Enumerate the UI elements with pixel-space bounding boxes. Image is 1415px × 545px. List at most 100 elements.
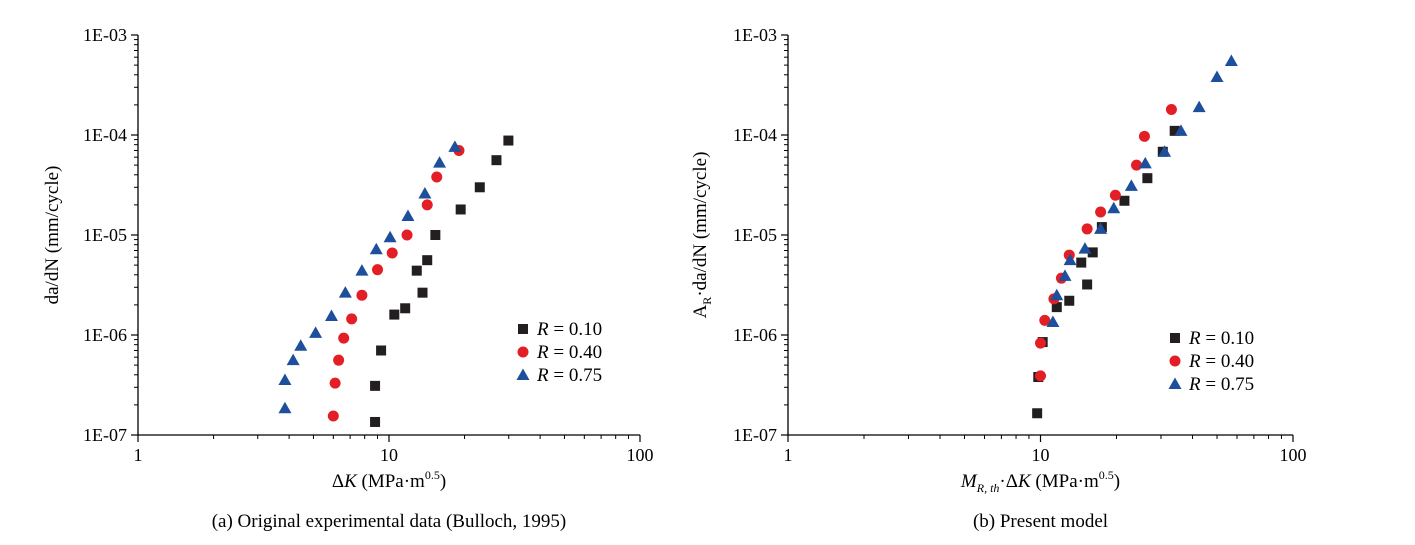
data-point-triangle [286,353,300,366]
data-point-square [1087,247,1098,258]
data-point-triangle [1158,145,1172,157]
data-point-triangle [355,264,369,276]
y-tick-label: 1E-03 [83,25,127,45]
data-point-square [1064,295,1075,306]
data-point-triangle [1210,70,1224,83]
data-point-square [417,287,428,298]
data-point-square [422,255,433,266]
x-label-text: ) [1114,471,1120,492]
data-point-circle [1138,130,1150,142]
x-tick-label: 100 [627,445,654,465]
data-point-square [1082,279,1093,290]
legend-marker-triangle [1168,377,1182,389]
data-point-triangle [1094,222,1108,234]
x-label-symbol: K [1017,471,1032,492]
data-point-triangle [1174,124,1188,136]
data-point-triangle [1078,242,1092,254]
data-point-triangle [278,373,292,385]
y-tick-label: 1E-06 [83,325,127,345]
legend-label: R = 0.75 [536,365,602,386]
x-label-superscript: 0.5 [425,468,440,482]
data-point-triangle [383,230,397,243]
legend-text: = 0.10 [549,319,602,340]
data-point-circle [338,332,350,344]
panel-caption: (a) Original experimental data (Bulloch,… [212,511,567,532]
data-point-circle [401,229,413,241]
x-label-text: ·Δ [999,471,1018,492]
x-label-superscript: 0.5 [1099,468,1114,482]
y-tick-label: 1E-05 [83,225,127,245]
data-point-square [455,204,466,215]
x-label-subscript: R, th [976,481,1000,495]
data-point-triangle [433,156,447,168]
data-point-triangle [418,187,432,199]
legend-symbol: R [536,365,549,386]
y-axis-label: da/dN (mm/cycle) [42,166,63,305]
data-point-triangle [369,242,383,255]
data-point-square [411,265,422,276]
data-point-square [1051,302,1062,313]
data-point-circle [1109,189,1121,201]
x-label-symbol: K [343,471,358,492]
x-tick-label: 100 [1280,445,1307,465]
x-tick-label: 10 [380,445,398,465]
data-point-triangle [294,339,308,351]
y-label-text: ·da/dN (mm/cycle) [690,152,711,297]
y-label-text: A [690,304,711,318]
data-point-circle [386,247,398,259]
x-label-text: (MPa·m [1031,471,1099,492]
data-point-circle [333,354,345,366]
x-label-text: ) [440,471,446,492]
x-tick-label: 1 [784,445,793,465]
data-point-triangle [401,209,415,221]
legend-symbol: R [536,319,549,340]
x-tick-label: 1 [134,445,143,465]
legend-text: = 0.75 [1201,374,1254,395]
x-label-text: Δ [332,471,344,492]
panel-a: 1E-07 1E-06 1E-05 1E-04 1E-03 1 10 100 ΔK (MPa·m… [42,25,654,532]
data-point-circle [1035,337,1046,349]
y-tick-label: 1E-03 [733,25,777,45]
panel-b: 1E-07 1E-06 1E-05 1E-04 1E-03 1 10 100 MR, th·ΔK… [690,25,1307,532]
data-point-square [1119,195,1130,206]
x-axis-label: MR, th·ΔK (MPa·m0.5) [960,468,1120,495]
data-point-square [400,303,411,314]
legend-symbol: R [1188,374,1201,395]
data-point-square [503,135,514,146]
y-tick-label: 1E-07 [83,425,127,445]
data-point-circle [1095,206,1107,218]
legend-text: = 0.75 [549,365,602,386]
legend-text: = 0.40 [549,342,602,363]
series-triangle [278,140,462,414]
x-tick-label: 10 [1032,445,1050,465]
legend-label: R = 0.40 [536,342,602,363]
legend-symbol: R [1188,351,1201,372]
series-circle [327,144,465,422]
data-point-triangle [1063,253,1077,266]
data-point-triangle [1124,179,1138,191]
legend-marker-circle [1169,355,1181,367]
data-point-circle [1165,103,1177,115]
legend-marker-triangle [516,368,530,380]
data-point-square [491,155,502,166]
data-point-square [474,182,485,193]
data-point-circle [346,313,358,325]
data-point-circle [1035,370,1046,382]
data-point-circle [431,171,443,183]
legend-marker-square [1170,333,1180,343]
y-tick-label: 1E-04 [83,125,127,145]
data-point-triangle [338,286,352,298]
x-label-symbol: M [960,471,978,492]
panel-caption: (b) Present model [973,511,1108,532]
data-point-circle [372,264,384,276]
series-square [1032,125,1180,419]
data-point-square [1169,125,1180,136]
data-point-triangle [1192,100,1206,113]
data-point-circle [1081,223,1093,235]
data-point-circle [356,289,368,301]
data-point-square [376,345,387,356]
data-point-triangle [324,309,338,321]
data-point-square [389,309,400,320]
data-point-circle [329,377,341,389]
